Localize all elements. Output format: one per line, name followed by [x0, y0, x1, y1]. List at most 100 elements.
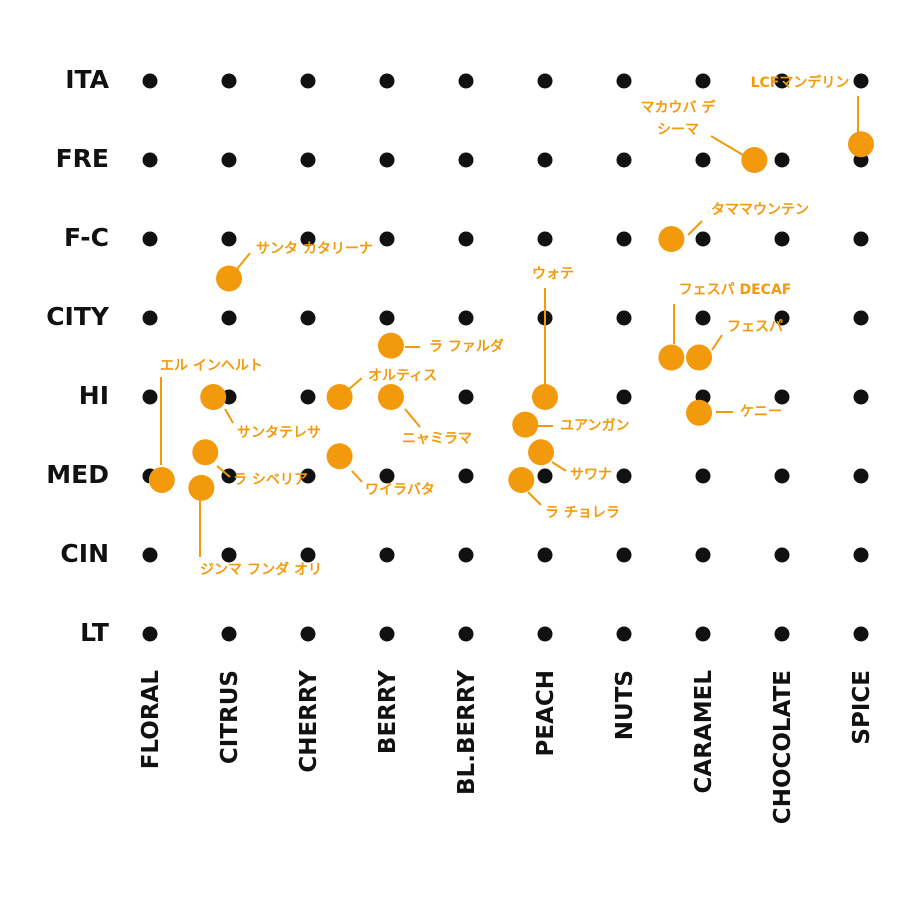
- bean-label: エル インヘルト: [160, 358, 263, 374]
- grid-dot-med-spice: [853, 468, 869, 484]
- bean-label: マカウバ デシーマ: [641, 99, 717, 138]
- grid-dot-fre-nuts: [616, 152, 632, 168]
- grid-dot-fre-bl-berry: [458, 152, 474, 168]
- grid-dot-ita-citrus: [221, 73, 237, 89]
- bean-point: [686, 399, 713, 426]
- x-tick-label: NUTS: [612, 670, 638, 740]
- leader-line: [527, 491, 542, 506]
- grid-dot-cin-cherry: [300, 547, 316, 563]
- leader-line: [224, 408, 234, 424]
- bean-point: [148, 466, 175, 493]
- y-axis-labels: ITA FRE F-C CITY HI MED CIN LT: [46, 65, 110, 647]
- x-tick-label: CHERRY: [296, 670, 322, 773]
- grid-dot-ita-peach: [537, 73, 553, 89]
- grid-dot-fre-peach: [537, 152, 553, 168]
- y-tick-label: LT: [80, 618, 109, 647]
- grid-dot-cin-floral: [142, 547, 158, 563]
- grid-dot-fre-berry: [379, 152, 395, 168]
- x-axis-labels: FLORAL CITRUS CHERRY BERRY BL.BERRY PEACH NUTS…: [138, 670, 875, 825]
- grid-dot-fre-caramel: [695, 152, 711, 168]
- bean-label-line: マカウバ デ: [641, 99, 717, 116]
- grid-dot-fre-floral: [142, 152, 158, 168]
- bean-point: [188, 474, 215, 501]
- bean-9: エル インヘルト: [148, 358, 263, 493]
- leader-line: [687, 220, 703, 236]
- bean-label: ラ チョレラ: [545, 505, 620, 521]
- grid-dot-med-nuts: [616, 468, 632, 484]
- grid-dot-f-c-bl-berry: [458, 231, 474, 247]
- grid-dot-lt-citrus: [221, 626, 237, 642]
- grid-dot-ita-berry: [379, 73, 395, 89]
- bean-label: ワイラバタ: [365, 482, 435, 498]
- bean-18: ラ チョレラ: [508, 466, 620, 521]
- y-tick-label: CIN: [60, 539, 109, 568]
- bean-point: [200, 384, 227, 410]
- bean-1: LCFマンデリン: [751, 74, 874, 158]
- bean-point: [326, 384, 353, 410]
- leader-line: [351, 470, 363, 483]
- bean-2: マカウバ デシーマ: [641, 99, 768, 173]
- grid-dot-ita-chocolate: [774, 73, 790, 89]
- x-tick-label: BL.BERRY: [454, 670, 480, 795]
- grid-dot-f-c-nuts: [616, 231, 632, 247]
- bean-label: ラ シベリア: [233, 472, 308, 488]
- leader-line: [348, 377, 363, 390]
- grid-dot-city-berry: [379, 310, 395, 326]
- bean-point: [326, 443, 353, 470]
- grid-dot-lt-berry: [379, 626, 395, 642]
- bean-point: [741, 147, 768, 173]
- grid-dot-fre-citrus: [221, 152, 237, 168]
- grid-dot-hi-chocolate: [774, 389, 790, 405]
- grid-dot-cin-nuts: [616, 547, 632, 563]
- grid-dot-cin-berry: [379, 547, 395, 563]
- grid-dot-city-nuts: [616, 310, 632, 326]
- bean-7: フェスパ: [686, 319, 783, 371]
- grid-dot-lt-spice: [853, 626, 869, 642]
- x-tick-label: CHOCOLATE: [770, 670, 796, 824]
- grid-dot-city-chocolate: [774, 310, 790, 326]
- grid-dot-lt-bl-berry: [458, 626, 474, 642]
- leader-line: [236, 252, 251, 270]
- bean-label: ウォテ: [532, 266, 574, 282]
- leader-line: [216, 465, 231, 478]
- grid-dot-cin-chocolate: [774, 547, 790, 563]
- grid-dot-f-c-citrus: [221, 231, 237, 247]
- grid-dot-f-c-peach: [537, 231, 553, 247]
- grid-dot-city-citrus: [221, 310, 237, 326]
- grid-dot-ita-nuts: [616, 73, 632, 89]
- grid-dot-med-berry: [379, 468, 395, 484]
- grid-dot-ita-floral: [142, 73, 158, 89]
- y-tick-label: HI: [79, 381, 109, 410]
- grid-dot-cin-bl-berry: [458, 547, 474, 563]
- bean-label: フェスパ DECAF: [679, 282, 792, 298]
- leader-line: [404, 408, 421, 428]
- grid-dot-hi-spice: [853, 389, 869, 405]
- grid-dot-fre-cherry: [300, 152, 316, 168]
- grid-dot-hi-cherry: [300, 389, 316, 405]
- x-tick-label: CITRUS: [217, 670, 243, 764]
- grid-dot-f-c-floral: [142, 231, 158, 247]
- grid-dot-fre-chocolate: [774, 152, 790, 168]
- x-tick-label: FLORAL: [138, 670, 164, 770]
- grid-dot-lt-cherry: [300, 626, 316, 642]
- bean-6: フェスパ DECAF: [658, 282, 791, 371]
- grid-dot-med-peach: [537, 468, 553, 484]
- bean-point: [508, 466, 535, 493]
- bean-16: ワイラバタ: [326, 443, 435, 498]
- y-tick-label: ITA: [65, 65, 109, 94]
- bean-label-line: シーマ: [657, 122, 699, 138]
- bean-label: ユアンガン: [560, 418, 629, 434]
- y-tick-label: CITY: [46, 302, 110, 331]
- grid-dot-f-c-cherry: [300, 231, 316, 247]
- y-tick-label: F-C: [64, 223, 109, 252]
- bean-point: [192, 439, 219, 466]
- grid-dot-med-cherry: [300, 468, 316, 484]
- bean-point: [512, 411, 539, 438]
- grid-dot-med-bl-berry: [458, 468, 474, 484]
- grid-dot-f-c-berry: [379, 231, 395, 247]
- bean-label: サンタ カタリーナ: [256, 241, 373, 257]
- grid-dot-lt-caramel: [695, 626, 711, 642]
- bean-point: [528, 439, 555, 466]
- grid-dot-city-spice: [853, 310, 869, 326]
- grid-dot-hi-floral: [142, 389, 158, 405]
